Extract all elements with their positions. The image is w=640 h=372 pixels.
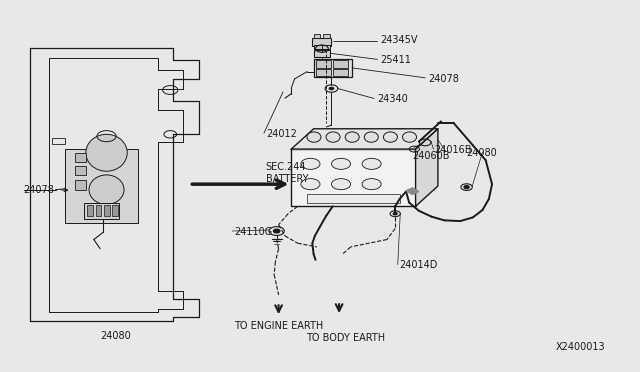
Ellipse shape <box>364 132 378 142</box>
Ellipse shape <box>332 158 351 169</box>
Polygon shape <box>415 129 438 206</box>
Ellipse shape <box>307 132 321 142</box>
Ellipse shape <box>362 179 381 190</box>
Bar <box>314 59 352 77</box>
Bar <box>84 203 119 219</box>
Text: 24060B: 24060B <box>412 151 450 161</box>
Circle shape <box>464 186 469 189</box>
Bar <box>314 50 330 57</box>
Polygon shape <box>406 188 419 195</box>
Bar <box>291 149 415 206</box>
Bar <box>65 149 138 223</box>
Bar <box>88 205 93 215</box>
Text: 24345V: 24345V <box>381 35 418 45</box>
Text: 24078: 24078 <box>24 185 54 195</box>
Text: 25411: 25411 <box>381 55 412 65</box>
Text: 24340: 24340 <box>378 94 408 104</box>
Ellipse shape <box>326 132 340 142</box>
Ellipse shape <box>345 132 359 142</box>
Text: 24080: 24080 <box>467 148 497 158</box>
Circle shape <box>394 212 397 215</box>
Bar <box>52 138 65 144</box>
Text: TO ENGINE EARTH: TO ENGINE EARTH <box>234 321 323 331</box>
Circle shape <box>273 229 280 233</box>
Ellipse shape <box>86 134 127 171</box>
Bar <box>316 61 332 68</box>
Text: 24014D: 24014D <box>399 260 438 270</box>
Ellipse shape <box>301 158 320 169</box>
Text: TO BODY EARTH: TO BODY EARTH <box>306 333 385 343</box>
Bar <box>75 153 86 162</box>
Bar <box>112 205 118 215</box>
Text: 24016B: 24016B <box>435 145 472 155</box>
Bar <box>75 166 86 175</box>
Text: 24012: 24012 <box>266 129 297 139</box>
Polygon shape <box>291 129 438 149</box>
Ellipse shape <box>383 132 397 142</box>
Bar <box>314 45 330 49</box>
Bar <box>333 69 348 76</box>
Text: X2400013: X2400013 <box>556 341 605 352</box>
Circle shape <box>329 87 334 90</box>
Ellipse shape <box>332 179 351 190</box>
Ellipse shape <box>301 179 320 190</box>
Bar <box>333 61 348 68</box>
Text: 24080: 24080 <box>100 331 131 340</box>
Bar <box>312 38 332 46</box>
Bar <box>323 34 330 38</box>
Bar <box>104 205 109 215</box>
Ellipse shape <box>89 175 124 205</box>
Bar <box>96 205 101 215</box>
Bar <box>307 194 399 203</box>
Ellipse shape <box>362 158 381 169</box>
Text: 24078: 24078 <box>428 74 460 84</box>
Ellipse shape <box>403 132 417 142</box>
Text: SEC.244
BATTERY: SEC.244 BATTERY <box>266 162 308 184</box>
Text: 24110G: 24110G <box>234 227 272 237</box>
Bar <box>316 69 332 76</box>
Bar <box>75 180 86 190</box>
Bar <box>314 34 320 38</box>
